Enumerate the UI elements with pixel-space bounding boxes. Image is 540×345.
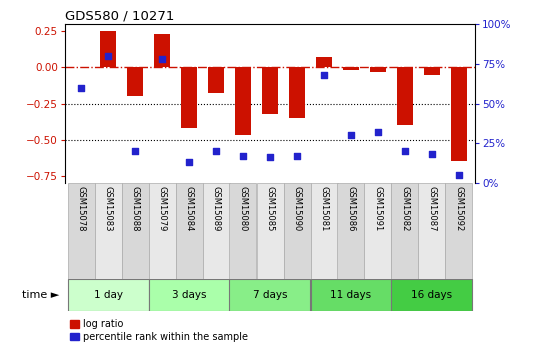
Text: GSM15086: GSM15086 — [347, 186, 355, 231]
Text: GSM15091: GSM15091 — [374, 186, 382, 231]
Bar — [154, 34, 170, 67]
Bar — [364, 183, 391, 279]
Text: 3 days: 3 days — [172, 290, 206, 300]
Bar — [418, 183, 445, 279]
Bar — [338, 183, 364, 279]
Text: 16 days: 16 days — [411, 290, 453, 300]
Text: GSM15088: GSM15088 — [131, 186, 139, 231]
Bar — [316, 57, 332, 67]
Bar — [284, 183, 310, 279]
Text: time ►: time ► — [22, 290, 59, 300]
Point — [185, 159, 193, 165]
Bar — [68, 183, 94, 279]
Bar — [230, 183, 256, 279]
Bar — [343, 67, 359, 70]
Bar — [100, 31, 116, 67]
Text: GSM15079: GSM15079 — [158, 186, 166, 231]
Legend: log ratio, percentile rank within the sample: log ratio, percentile rank within the sa… — [70, 319, 248, 342]
Bar — [256, 183, 284, 279]
Text: GSM15090: GSM15090 — [293, 186, 301, 231]
Point — [347, 132, 355, 138]
Text: GSM15082: GSM15082 — [401, 186, 409, 231]
Text: 11 days: 11 days — [330, 290, 372, 300]
Bar — [397, 67, 413, 125]
Text: GSM15084: GSM15084 — [185, 186, 193, 231]
Text: GSM15078: GSM15078 — [77, 186, 85, 231]
Bar — [370, 67, 386, 72]
Bar — [148, 183, 176, 279]
Bar — [392, 183, 418, 279]
Bar — [202, 183, 230, 279]
Point — [158, 56, 166, 62]
Text: GSM15089: GSM15089 — [212, 186, 220, 231]
Bar — [289, 67, 305, 118]
Text: GSM15081: GSM15081 — [320, 186, 328, 231]
Point — [293, 153, 301, 159]
Text: GSM15092: GSM15092 — [455, 186, 463, 231]
Bar — [424, 67, 440, 75]
Point — [401, 148, 409, 154]
Text: GSM15087: GSM15087 — [428, 186, 436, 231]
Text: GSM15083: GSM15083 — [104, 186, 112, 231]
Bar — [446, 183, 472, 279]
Bar — [392, 279, 472, 311]
Point — [374, 129, 382, 135]
Bar — [94, 183, 122, 279]
Bar — [208, 67, 224, 93]
Bar — [235, 67, 251, 135]
Point — [266, 155, 274, 160]
Bar — [181, 67, 197, 128]
Point — [104, 53, 112, 59]
Point — [212, 148, 220, 154]
Bar — [451, 67, 467, 161]
Text: GSM15085: GSM15085 — [266, 186, 274, 231]
Bar — [127, 67, 143, 96]
Bar — [230, 279, 310, 311]
Bar — [310, 183, 338, 279]
Bar — [122, 183, 148, 279]
Point — [131, 148, 139, 154]
Point — [428, 151, 436, 157]
Bar — [262, 67, 278, 114]
Text: GDS580 / 10271: GDS580 / 10271 — [65, 10, 174, 23]
Text: GSM15080: GSM15080 — [239, 186, 247, 231]
Point — [320, 72, 328, 78]
Bar — [176, 183, 202, 279]
Text: 1 day: 1 day — [93, 290, 123, 300]
Text: 7 days: 7 days — [253, 290, 287, 300]
Bar — [68, 279, 148, 311]
Point — [239, 153, 247, 159]
Bar — [148, 279, 230, 311]
Point — [455, 172, 463, 178]
Bar — [310, 279, 392, 311]
Point — [77, 85, 85, 90]
